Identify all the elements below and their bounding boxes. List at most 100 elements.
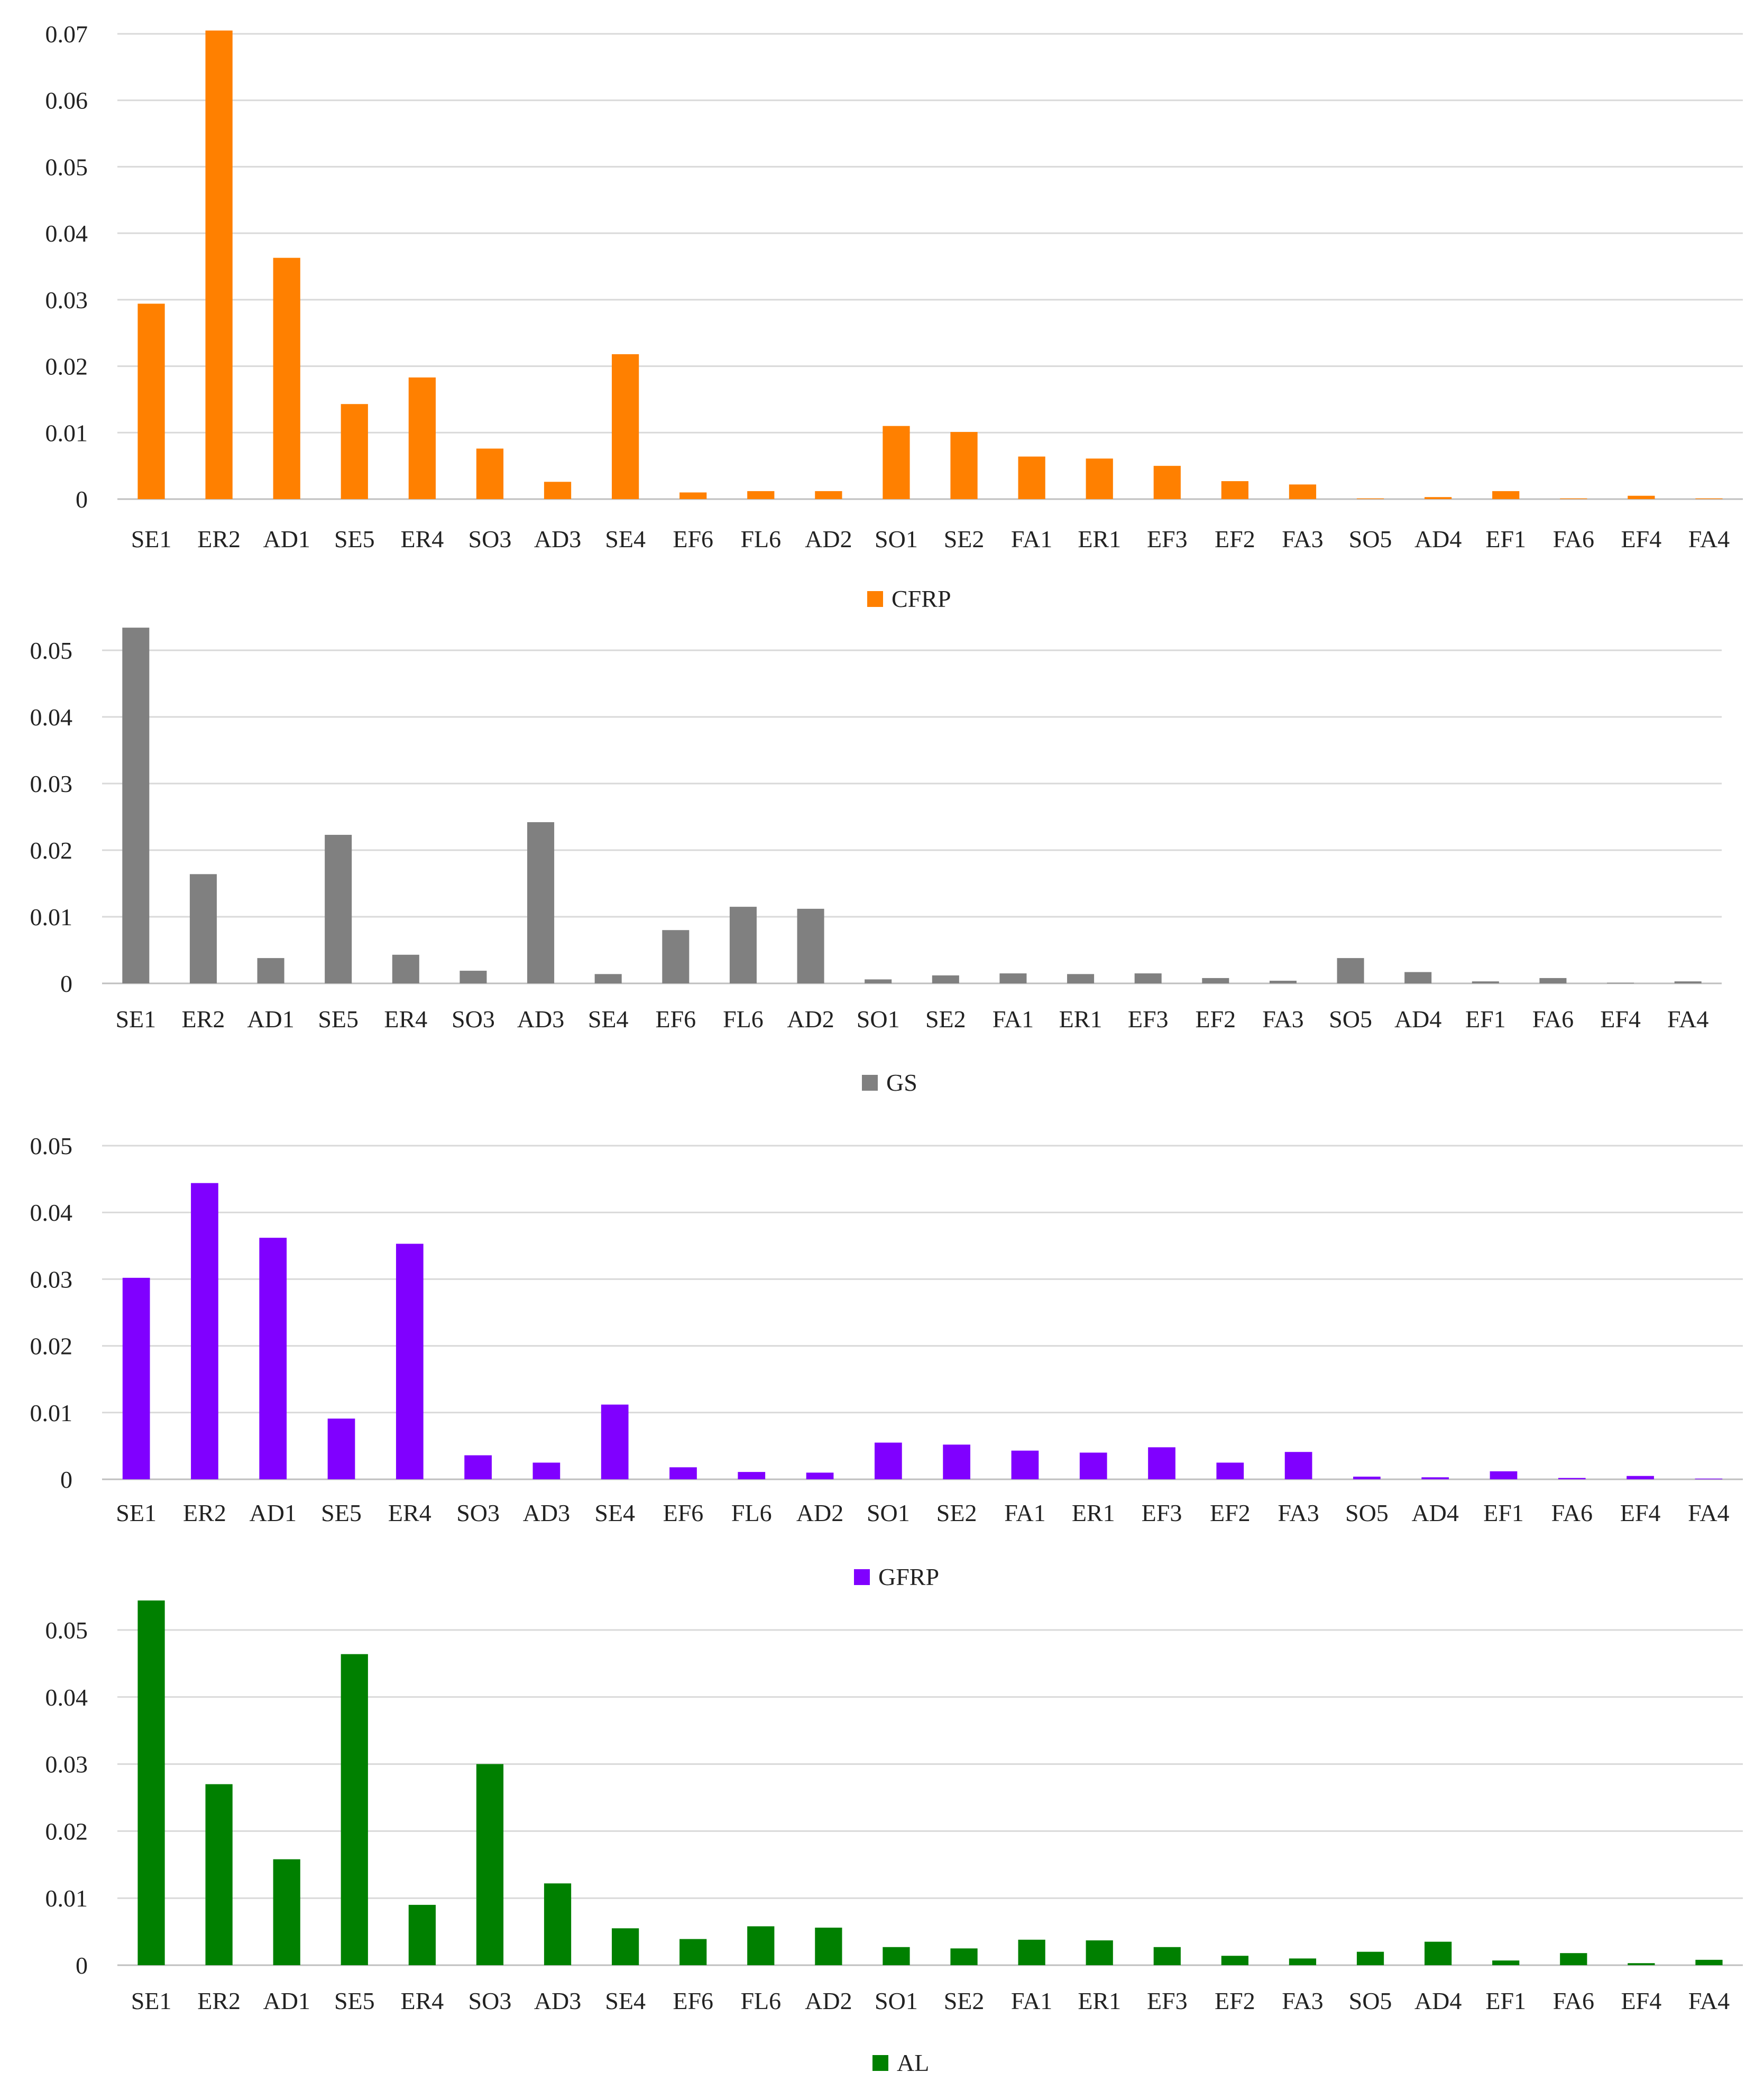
y-tick-label: 0.05 xyxy=(45,153,88,180)
x-tick-label: EF3 xyxy=(1147,1987,1188,2014)
x-tick-label: EF2 xyxy=(1215,526,1255,552)
bar-fa1 xyxy=(1011,1450,1039,1479)
bar-ef4 xyxy=(1627,1476,1654,1479)
bar-er4 xyxy=(408,1904,436,1965)
bar-so5 xyxy=(1337,958,1364,983)
x-tick-label: EF3 xyxy=(1142,1499,1182,1526)
bar-ef1 xyxy=(1492,1960,1520,1965)
bar-fa4 xyxy=(1674,981,1702,983)
bar-fa6 xyxy=(1558,1478,1586,1479)
bar-ad4 xyxy=(1425,497,1452,499)
y-tick-label: 0 xyxy=(60,970,72,997)
y-tick-label: 0.01 xyxy=(45,419,88,446)
x-tick-label: EF4 xyxy=(1600,1006,1641,1033)
bar-er1 xyxy=(1067,974,1095,983)
x-tick-label: FA3 xyxy=(1278,1499,1319,1526)
x-tick-label: AD1 xyxy=(250,1499,297,1526)
bar-ef1 xyxy=(1472,981,1499,983)
bar-ad1 xyxy=(273,1859,300,1965)
x-tick-label: EF6 xyxy=(673,1987,713,2014)
y-tick-label: 0 xyxy=(60,1466,72,1493)
bar-se4 xyxy=(594,974,622,983)
x-tick-label: EF4 xyxy=(1620,1499,1661,1526)
x-tick-label: EF3 xyxy=(1128,1006,1169,1033)
legend-label: AL xyxy=(897,2049,929,2076)
y-tick-label: 0.03 xyxy=(30,770,73,797)
bar-ef2 xyxy=(1221,481,1248,499)
x-tick-label: AD3 xyxy=(534,1987,581,2014)
bar-fl6 xyxy=(747,491,775,499)
legend-swatch xyxy=(854,1569,870,1585)
bar-so3 xyxy=(464,1455,492,1479)
x-tick-label: SE4 xyxy=(594,1499,635,1526)
x-tick-label: ER4 xyxy=(400,1987,444,2014)
x-tick-label: EF6 xyxy=(673,526,713,552)
y-tick-label: 0.04 xyxy=(45,1684,88,1711)
x-tick-label: FA1 xyxy=(993,1006,1034,1033)
bar-se4 xyxy=(612,354,639,499)
x-tick-label: AD4 xyxy=(1394,1006,1441,1033)
bar-ef6 xyxy=(679,1939,707,1965)
bar-so1 xyxy=(874,1442,902,1479)
legend-label: GFRP xyxy=(878,1563,939,1590)
x-tick-label: SO3 xyxy=(468,1987,512,2014)
x-tick-label: AD4 xyxy=(1411,1499,1458,1526)
y-tick-label: 0.04 xyxy=(30,704,73,731)
x-tick-label: SE2 xyxy=(936,1499,977,1526)
y-tick-label: 0.05 xyxy=(30,1132,73,1159)
bar-ad2 xyxy=(815,1927,842,1965)
y-tick-label: 0.01 xyxy=(45,1885,88,1912)
bar-fl6 xyxy=(747,1926,775,1965)
x-tick-label: EF4 xyxy=(1621,526,1662,552)
x-tick-label: EF6 xyxy=(655,1006,696,1033)
x-tick-label: FA6 xyxy=(1551,1499,1593,1526)
x-tick-label: FA3 xyxy=(1262,1006,1303,1033)
x-tick-label: FA1 xyxy=(1011,1987,1052,2014)
bar-fa3 xyxy=(1289,484,1317,499)
bar-ef3 xyxy=(1153,1947,1181,1965)
x-tick-label: AD3 xyxy=(517,1006,564,1033)
bar-ef2 xyxy=(1221,1956,1248,1965)
y-tick-label: 0.03 xyxy=(30,1266,73,1293)
x-tick-label: EF3 xyxy=(1147,526,1188,552)
bar-er2 xyxy=(191,1183,218,1479)
bar-ef4 xyxy=(1628,1963,1655,1965)
bar-ef6 xyxy=(662,930,690,983)
x-tick-label: SO5 xyxy=(1345,1499,1389,1526)
x-tick-label: FA4 xyxy=(1667,1006,1708,1033)
x-tick-label: SE5 xyxy=(334,526,375,552)
y-tick-label: 0.01 xyxy=(30,1399,73,1426)
x-tick-label: AD1 xyxy=(247,1006,294,1033)
x-tick-label: AD2 xyxy=(805,526,852,552)
x-tick-label: ER2 xyxy=(197,1987,241,2014)
y-tick-label: 0.02 xyxy=(30,1333,73,1360)
bar-ad2 xyxy=(806,1472,834,1479)
bar-so3 xyxy=(460,971,487,983)
x-tick-label: SE2 xyxy=(944,1987,985,2014)
x-tick-label: FA4 xyxy=(1688,1987,1730,2014)
bar-er1 xyxy=(1086,458,1113,499)
y-tick-label: 0.04 xyxy=(30,1199,73,1226)
bar-fa3 xyxy=(1269,980,1297,983)
cfrp-chart: 0 0.01 0.02 0.03 0.04 0.05 0.06 0.07 SE1 ER2 AD1 SE… xyxy=(45,21,1743,612)
x-tick-label: SO3 xyxy=(468,526,512,552)
al-chart: 0 0.01 0.02 0.03 0.04 0.05 SE1 ER2 AD1 SE5 ER4 SO3 A… xyxy=(45,1600,1743,2076)
x-tick-label: SE5 xyxy=(318,1006,359,1033)
x-tick-label: FL6 xyxy=(740,1987,781,2014)
x-tick-label: AD2 xyxy=(796,1499,843,1526)
bar-er4 xyxy=(396,1244,424,1479)
x-tick-label: EF6 xyxy=(663,1499,704,1526)
x-tick-label: FL6 xyxy=(723,1006,764,1033)
bar-er4 xyxy=(408,377,436,499)
x-tick-label: SO5 xyxy=(1329,1006,1372,1033)
bar-fa6 xyxy=(1539,978,1567,983)
y-tick-label: 0.02 xyxy=(45,353,88,380)
x-tick-label: ER2 xyxy=(182,1006,225,1033)
bar-so3 xyxy=(476,1764,504,1965)
x-tick-label: ER4 xyxy=(384,1006,427,1033)
bar-er2 xyxy=(205,30,233,499)
bar-er1 xyxy=(1079,1452,1107,1479)
gs-chart: 0 0.01 0.02 0.03 0.04 0.05 SE1 ER2 AD1 SE5 ER4 SO3 A… xyxy=(30,628,1722,1096)
bar-se1 xyxy=(122,1277,150,1479)
